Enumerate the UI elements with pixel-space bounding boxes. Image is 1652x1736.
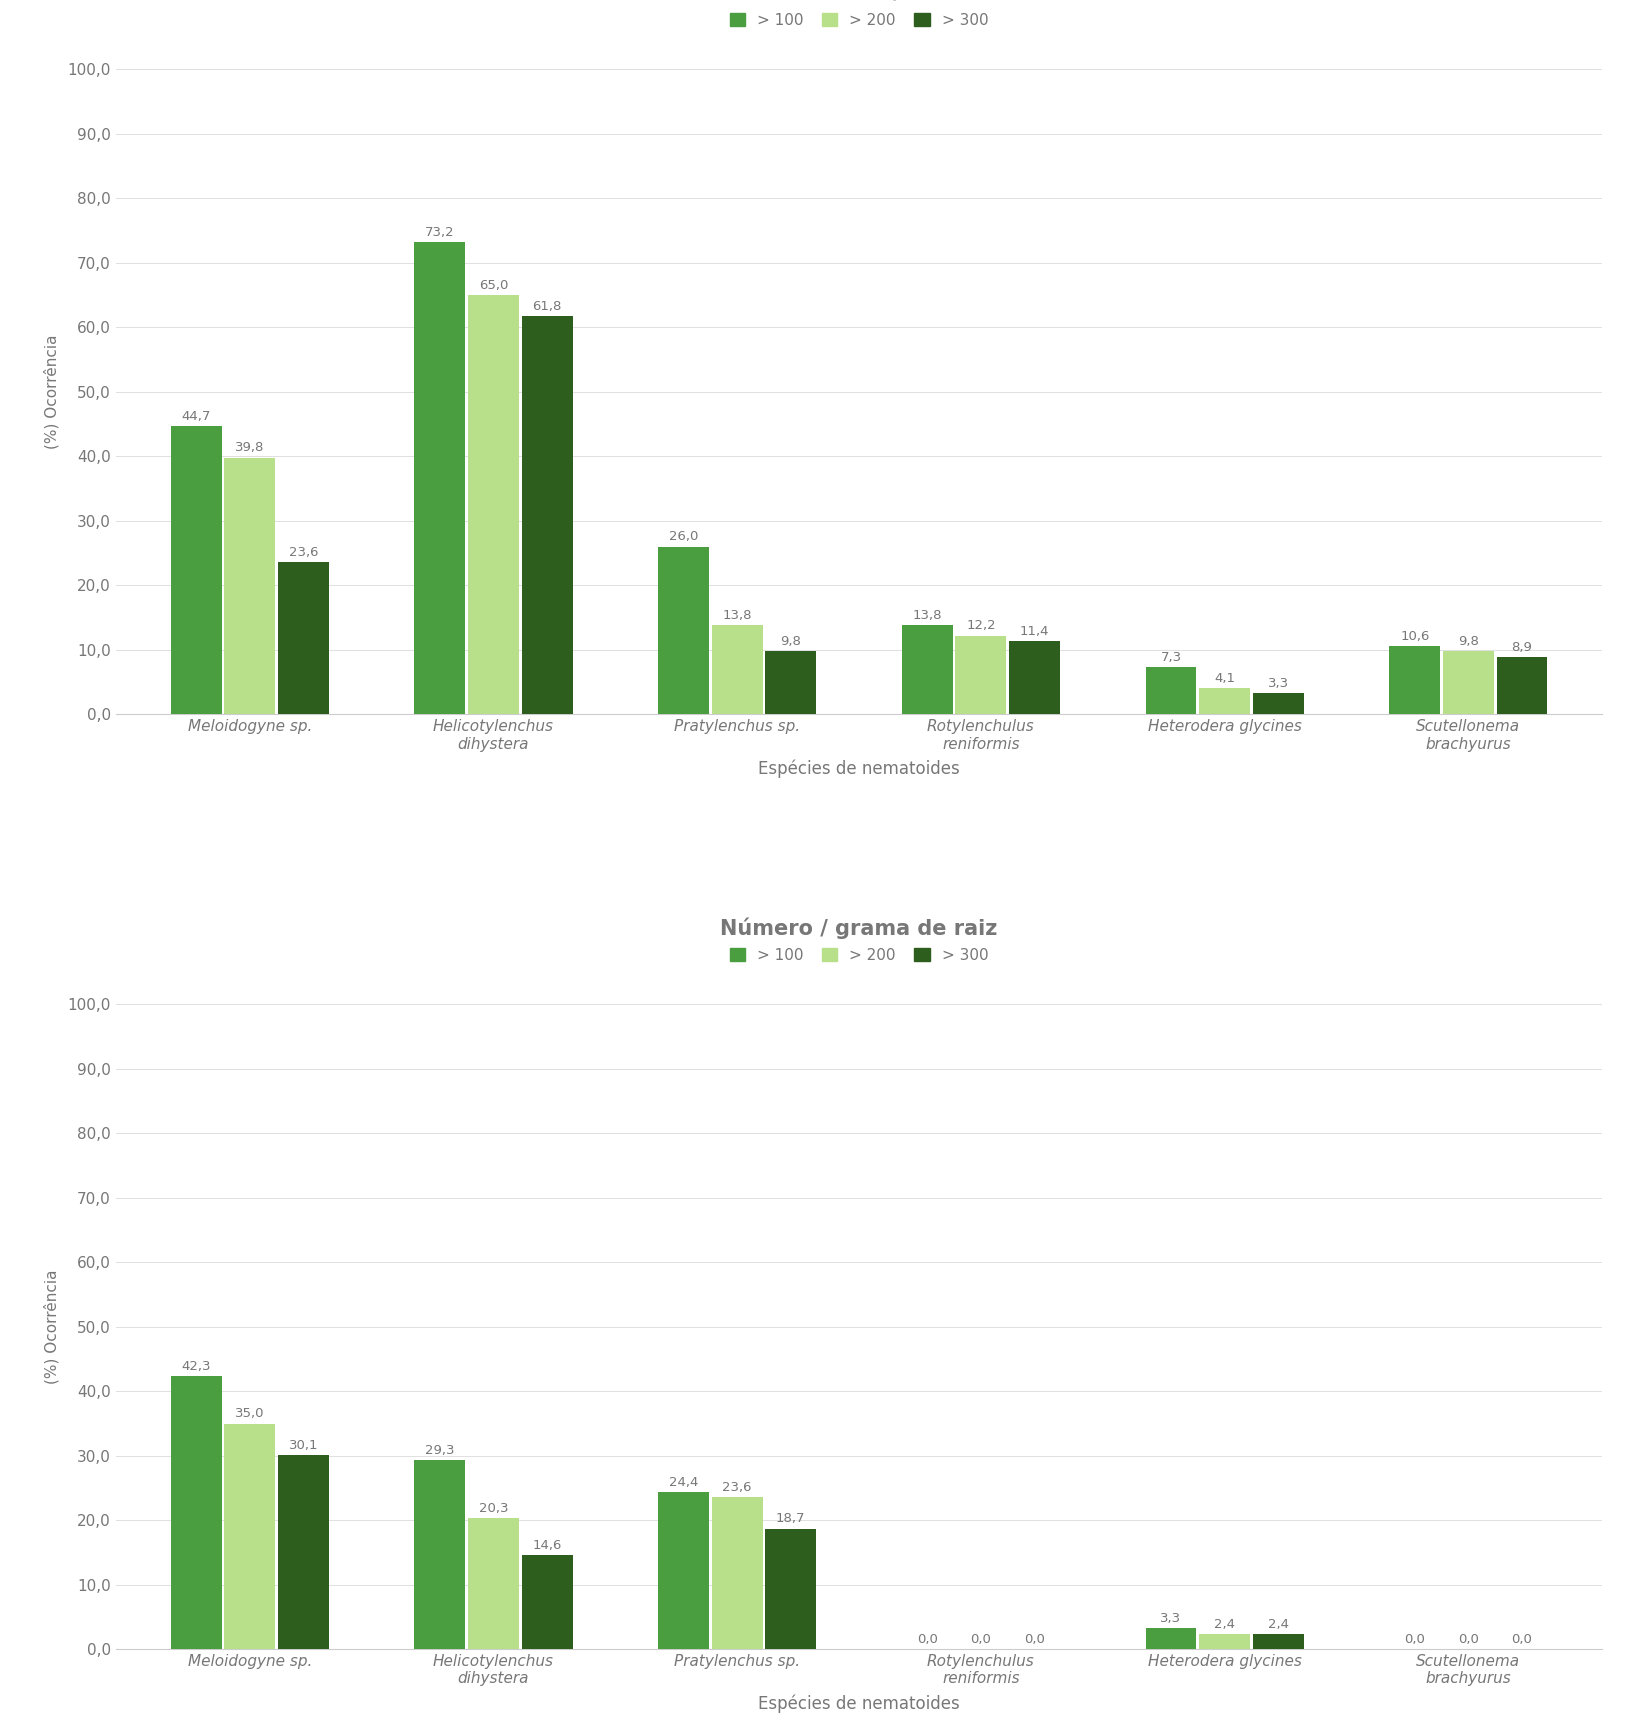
Bar — [902, 625, 953, 713]
Text: 9,8: 9,8 — [1459, 635, 1479, 648]
Bar — [955, 635, 1006, 713]
Text: 65,0: 65,0 — [479, 279, 509, 292]
Text: 12,2: 12,2 — [966, 620, 996, 632]
Text: 2,4: 2,4 — [1214, 1618, 1236, 1630]
X-axis label: Espécies de nematoides: Espécies de nematoides — [758, 760, 960, 778]
Bar — [1497, 656, 1548, 713]
Bar — [765, 651, 816, 713]
Title: Número de nematoide / 100 cm³ de solo: Número de nematoide / 100 cm³ de solo — [624, 0, 1094, 3]
Text: 13,8: 13,8 — [912, 609, 942, 621]
Bar — [415, 243, 466, 713]
Text: 8,9: 8,9 — [1512, 641, 1533, 654]
Text: 10,6: 10,6 — [1401, 630, 1429, 642]
Bar — [1442, 651, 1493, 713]
Text: 29,3: 29,3 — [425, 1444, 454, 1457]
Bar — [712, 625, 763, 713]
Bar — [1199, 1634, 1251, 1649]
Text: 23,6: 23,6 — [722, 1481, 752, 1493]
Text: 0,0: 0,0 — [1404, 1634, 1426, 1646]
Text: 3,3: 3,3 — [1160, 1611, 1181, 1625]
Bar — [278, 562, 329, 713]
Text: 4,1: 4,1 — [1214, 672, 1236, 684]
Bar — [170, 1377, 221, 1649]
Text: 14,6: 14,6 — [532, 1538, 562, 1552]
Bar — [468, 1519, 519, 1649]
Bar — [712, 1496, 763, 1649]
Bar — [225, 458, 276, 713]
Text: 7,3: 7,3 — [1160, 651, 1181, 663]
Bar — [1252, 1634, 1303, 1649]
Text: 13,8: 13,8 — [722, 609, 752, 621]
X-axis label: Espécies de nematoides: Espécies de nematoides — [758, 1694, 960, 1713]
Text: 0,0: 0,0 — [1024, 1634, 1046, 1646]
Legend: > 100, > 200, > 300: > 100, > 200, > 300 — [730, 948, 988, 962]
Y-axis label: (%) Ocorrência: (%) Ocorrência — [43, 1269, 59, 1384]
Text: 0,0: 0,0 — [970, 1634, 991, 1646]
Text: 0,0: 0,0 — [1512, 1634, 1533, 1646]
Text: 9,8: 9,8 — [780, 635, 801, 648]
Bar — [522, 1555, 573, 1649]
Text: 30,1: 30,1 — [289, 1439, 319, 1451]
Text: 73,2: 73,2 — [425, 226, 454, 240]
Text: 26,0: 26,0 — [669, 531, 699, 543]
Text: 35,0: 35,0 — [235, 1408, 264, 1420]
Bar — [225, 1424, 276, 1649]
Text: 0,0: 0,0 — [917, 1634, 938, 1646]
Bar — [278, 1455, 329, 1649]
Bar — [765, 1529, 816, 1649]
Y-axis label: (%) Ocorrência: (%) Ocorrência — [43, 335, 59, 450]
Text: 23,6: 23,6 — [289, 545, 319, 559]
Text: 18,7: 18,7 — [776, 1512, 806, 1526]
Text: 2,4: 2,4 — [1267, 1618, 1289, 1630]
Bar — [1252, 693, 1303, 713]
Bar — [657, 1491, 709, 1649]
Bar — [1145, 1628, 1196, 1649]
Bar — [657, 547, 709, 713]
Bar — [1009, 641, 1061, 713]
Text: 20,3: 20,3 — [479, 1502, 509, 1516]
Bar — [1199, 687, 1251, 713]
Bar — [170, 425, 221, 713]
Text: 24,4: 24,4 — [669, 1476, 699, 1489]
Text: 42,3: 42,3 — [182, 1361, 211, 1373]
Title: Número / grama de raiz: Número / grama de raiz — [720, 917, 998, 939]
Text: 61,8: 61,8 — [532, 300, 562, 312]
Bar — [415, 1460, 466, 1649]
Text: 11,4: 11,4 — [1019, 625, 1049, 637]
Text: 0,0: 0,0 — [1459, 1634, 1479, 1646]
Bar — [522, 316, 573, 713]
Bar — [468, 295, 519, 713]
Text: 44,7: 44,7 — [182, 410, 211, 424]
Text: 39,8: 39,8 — [235, 441, 264, 455]
Legend: > 100, > 200, > 300: > 100, > 200, > 300 — [730, 12, 988, 28]
Bar — [1145, 667, 1196, 713]
Text: 3,3: 3,3 — [1267, 677, 1289, 689]
Bar — [1389, 646, 1441, 713]
